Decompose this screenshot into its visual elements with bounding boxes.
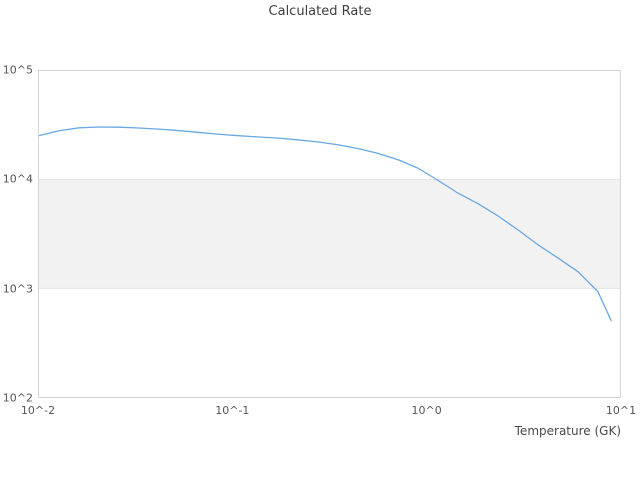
- x-tick-label: 10^0: [411, 404, 442, 417]
- x-axis-label: Temperature (GK): [514, 424, 621, 438]
- highlight-band: [39, 179, 620, 289]
- x-tick-label: 10^1: [605, 404, 637, 417]
- plot-canvas: [39, 126, 620, 322]
- y-tick-label: 10^4: [2, 172, 33, 186]
- calculated-rate-line: [39, 126, 612, 322]
- chart-title: Calculated Rate: [268, 4, 372, 19]
- plot-area: [38, 70, 621, 398]
- y-tick-label: 10^5: [2, 63, 33, 77]
- y-tick-label: 10^2: [2, 391, 33, 405]
- x-tick-label: 10^-2: [20, 404, 56, 417]
- x-tick-label: 10^-1: [215, 404, 250, 417]
- y-tick-label: 10^3: [2, 282, 33, 296]
